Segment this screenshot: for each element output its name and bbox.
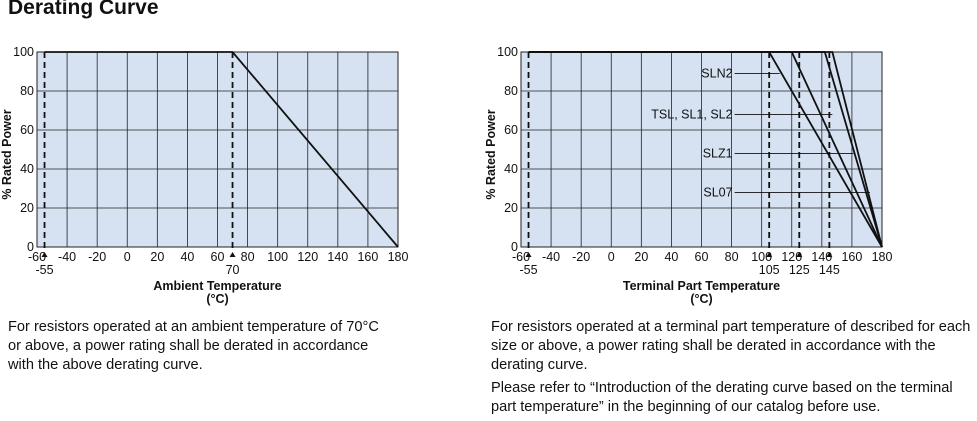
x-tick-label: 20 (634, 250, 648, 264)
marker-triangle (525, 252, 532, 257)
x-tick-label: -20 (572, 250, 590, 264)
y-tick-label: 100 (13, 45, 34, 59)
y-tick-label: 40 (20, 162, 34, 176)
x-tick-label: -40 (58, 250, 76, 264)
derating-chart-ambient: 0 20 40 60 80 100 -60 -40 -20 0 20 40 60 80 100 120 140 1… (0, 45, 409, 306)
description-right-text-1: For resistors operated at a terminal par… (491, 319, 971, 373)
description-right-text-2: Please refer to “Introduction of the der… (491, 380, 953, 415)
x-tick-label: 0 (124, 250, 131, 264)
marker-label: -55 (35, 263, 53, 277)
y-axis-label: % Rated Power (484, 109, 498, 199)
x-tick-label: 160 (357, 250, 378, 264)
x-tick-label: 140 (811, 250, 832, 264)
y-tick-label: 40 (504, 162, 518, 176)
x-axis-label-unit: (°C) (690, 292, 712, 306)
x-axis-label: Terminal Part Temperature (623, 279, 780, 293)
y-tick-label: 60 (504, 123, 518, 137)
y-tick-label: 20 (20, 201, 34, 215)
marker-triangle (826, 252, 833, 257)
x-tick-label: 20 (150, 250, 164, 264)
y-tick-label: 80 (20, 84, 34, 98)
x-tick-label: 180 (388, 250, 409, 264)
annotation-label: TSL, SL1, SL2 (651, 107, 732, 121)
x-tick-label: -60 (28, 250, 46, 264)
annotation-label: SLN2 (701, 66, 732, 80)
marker-label: -55 (519, 263, 537, 277)
x-tick-label: 60 (211, 250, 225, 264)
x-tick-label: 160 (841, 250, 862, 264)
x-tick-label: 120 (781, 250, 802, 264)
y-tick-label: 0 (511, 240, 518, 254)
x-axis-label: Ambient Temperature (153, 279, 281, 293)
marker-triangle (796, 252, 803, 257)
series-line (44, 51, 399, 248)
marker-label: 145 (819, 263, 840, 277)
y-tick-label: 80 (504, 84, 518, 98)
marker-triangle (766, 252, 773, 257)
x-axis-label-unit: (°C) (206, 292, 228, 306)
y-tick-label: 60 (20, 123, 34, 137)
x-tick-label: 180 (872, 250, 893, 264)
y-tick-label: 20 (504, 201, 518, 215)
marker-label: 105 (759, 263, 780, 277)
y-tick-label: 0 (27, 240, 34, 254)
y-axis-label: % Rated Power (0, 109, 14, 199)
description-left: For resistors operated at an ambient tem… (8, 318, 388, 379)
page-title: Derating Curve (8, 0, 159, 19)
marker-label: 70 (226, 263, 240, 277)
x-tick-label: 40 (180, 250, 194, 264)
x-tick-label: -60 (512, 250, 530, 264)
description-left-text: For resistors operated at an ambient tem… (8, 319, 379, 373)
series-line (528, 51, 883, 248)
x-tick-label: 120 (297, 250, 318, 264)
annotation-label: SLZ1 (703, 146, 733, 160)
marker-triangle (229, 252, 236, 257)
marker-label: 125 (789, 263, 810, 277)
x-tick-label: 100 (267, 250, 288, 264)
x-tick-label: 80 (241, 250, 255, 264)
x-tick-label: 140 (327, 250, 348, 264)
x-tick-label: 0 (608, 250, 615, 264)
description-right: For resistors operated at a terminal par… (491, 318, 975, 421)
x-tick-label: -20 (88, 250, 106, 264)
y-tick-label: 100 (497, 45, 518, 59)
x-tick-label: 60 (695, 250, 709, 264)
x-tick-label: 100 (751, 250, 772, 264)
x-tick-label: -40 (542, 250, 560, 264)
x-tick-label: 80 (725, 250, 739, 264)
marker-triangle (41, 252, 48, 257)
annotation-label: SL07 (703, 185, 732, 199)
x-tick-label: 40 (664, 250, 678, 264)
